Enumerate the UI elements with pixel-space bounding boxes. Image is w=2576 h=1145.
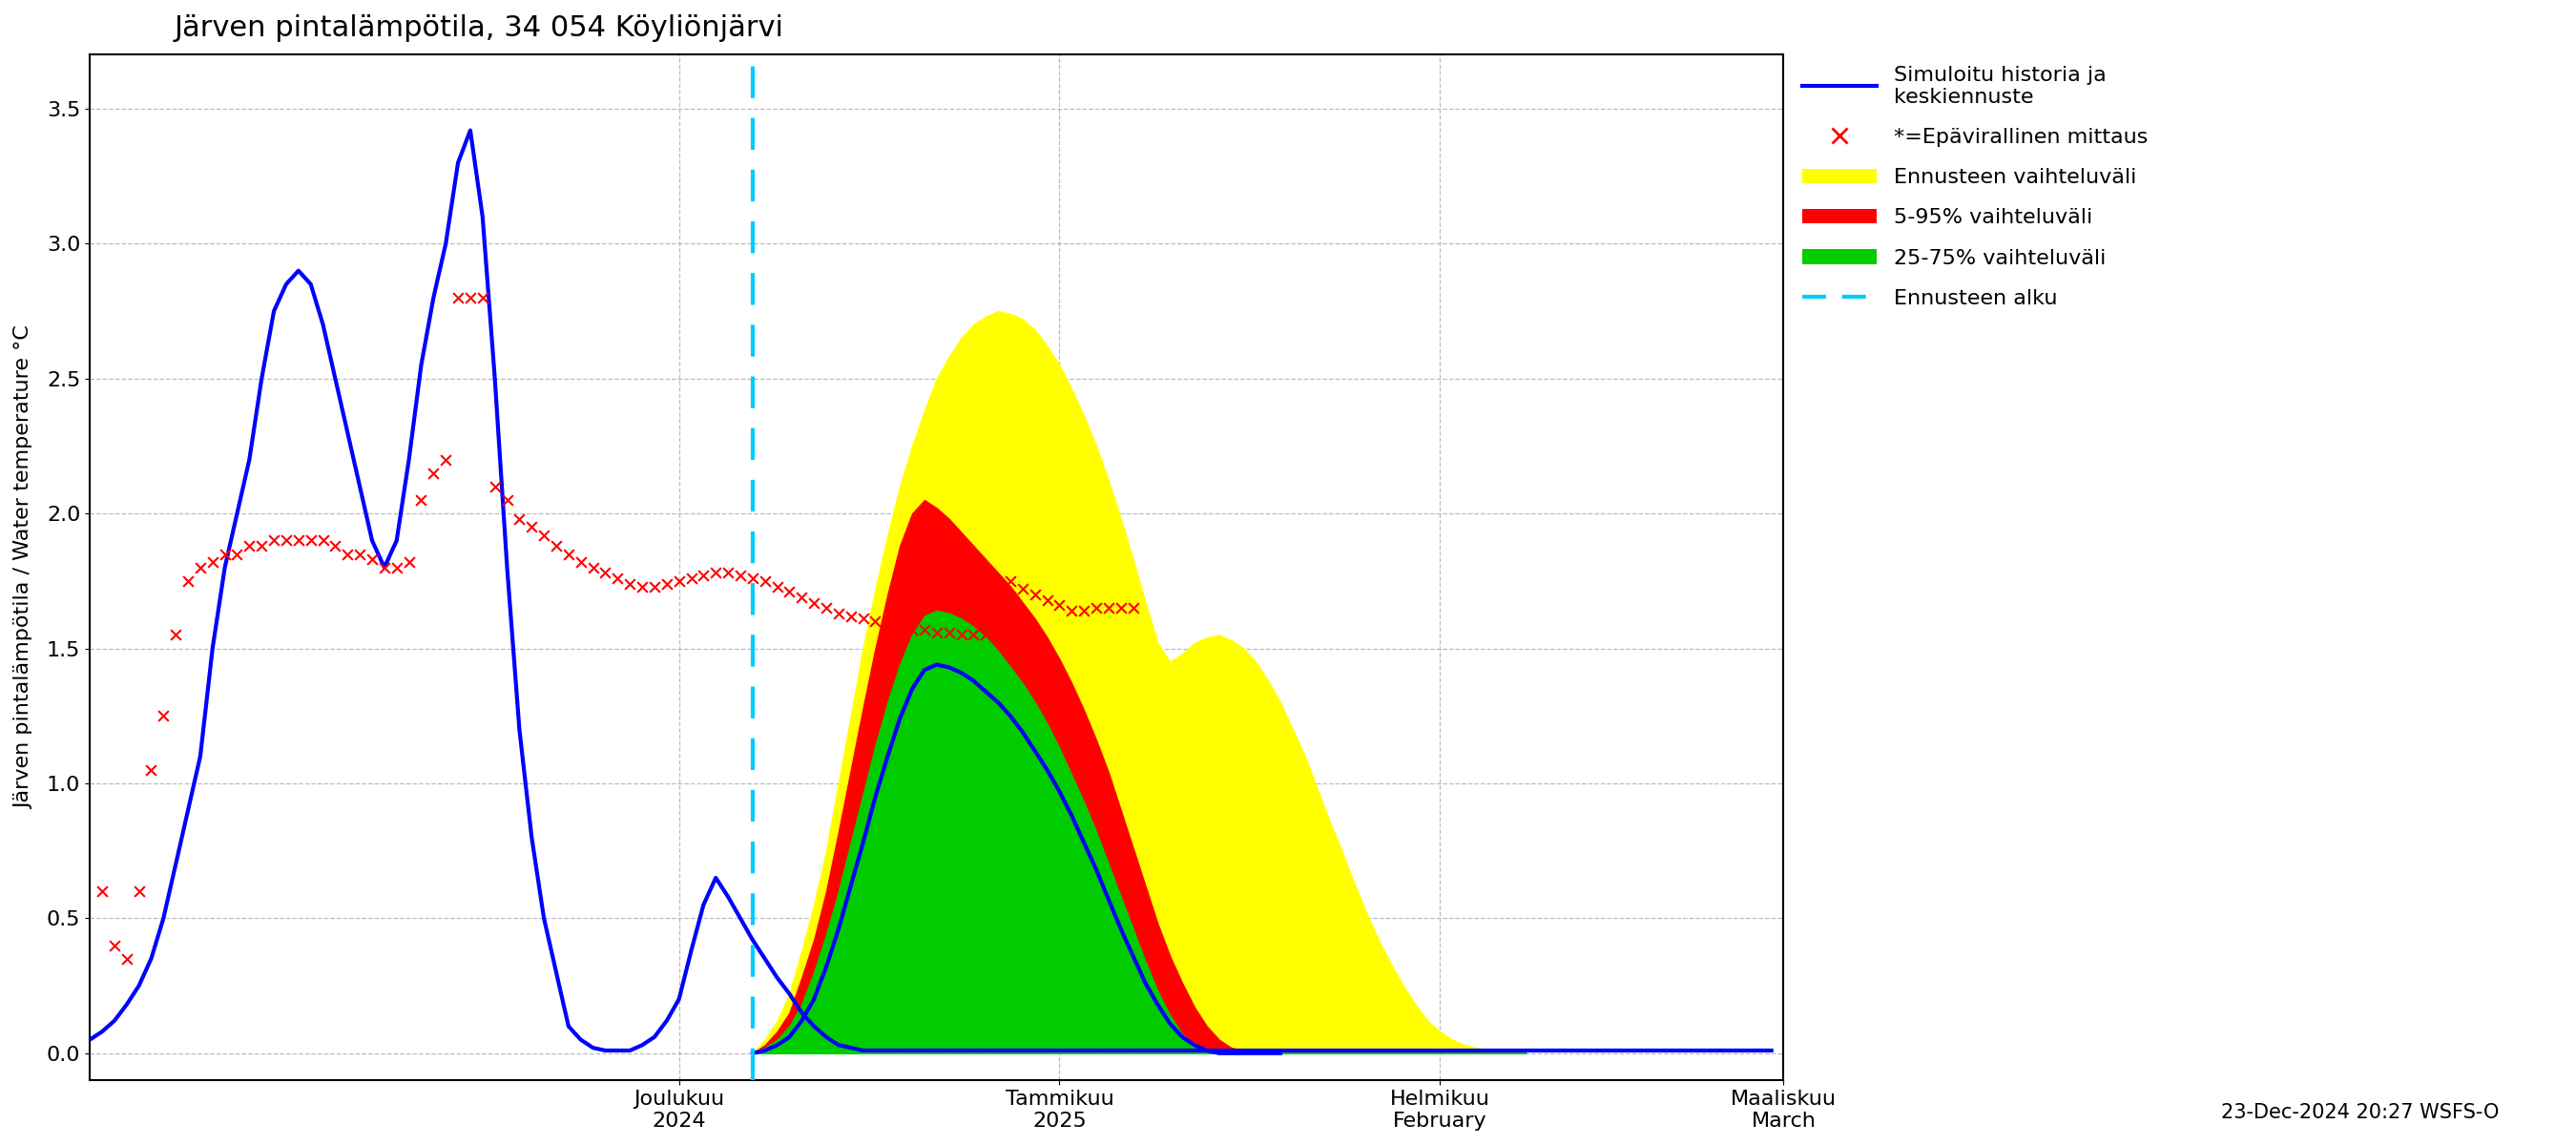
Point	[327, 545, 368, 563]
Point	[180, 559, 222, 577]
Point	[1087, 599, 1128, 617]
Point	[598, 569, 639, 587]
Point	[314, 537, 355, 555]
Point	[142, 706, 183, 725]
Point	[167, 571, 209, 590]
Point	[265, 531, 307, 550]
Point	[940, 626, 981, 645]
Point	[683, 567, 724, 585]
Point	[719, 567, 760, 585]
Point	[878, 617, 920, 635]
Point	[621, 577, 662, 595]
Point	[989, 571, 1030, 590]
Legend: Simuloitu historia ja
keskiennuste, *=Epävirallinen mittaus, Ennusteen vaihteluv: Simuloitu historia ja keskiennuste, *=Ep…	[1803, 65, 2148, 308]
Text: 23-Dec-2024 20:27 WSFS-O: 23-Dec-2024 20:27 WSFS-O	[2221, 1103, 2499, 1122]
Point	[904, 621, 945, 639]
Point	[93, 937, 134, 955]
Point	[1038, 597, 1079, 615]
Point	[1077, 599, 1118, 617]
Point	[585, 563, 626, 582]
Point	[891, 621, 933, 639]
Point	[670, 569, 711, 587]
Point	[402, 491, 443, 510]
Point	[1015, 585, 1056, 603]
Point	[829, 607, 871, 625]
Point	[438, 289, 479, 307]
Point	[1028, 591, 1069, 609]
Point	[868, 615, 909, 633]
Point	[291, 531, 332, 550]
Point	[301, 531, 343, 550]
Point	[572, 559, 613, 577]
Point	[204, 545, 245, 563]
Point	[461, 289, 502, 307]
Point	[363, 559, 404, 577]
Point	[559, 553, 600, 571]
Point	[229, 537, 270, 555]
Point	[106, 949, 147, 968]
Point	[819, 605, 860, 623]
Point	[793, 593, 835, 611]
Point	[855, 613, 896, 631]
Point	[781, 589, 822, 607]
Point	[252, 531, 294, 550]
Point	[708, 563, 750, 582]
Point	[634, 577, 675, 595]
Point	[659, 571, 701, 590]
Point	[1064, 601, 1105, 619]
Point	[82, 882, 124, 900]
Point	[510, 518, 551, 536]
Point	[523, 526, 564, 544]
Point	[1051, 601, 1092, 619]
Point	[757, 577, 799, 595]
Point	[744, 571, 786, 590]
Point	[131, 760, 173, 779]
Point	[216, 545, 258, 563]
Point	[389, 553, 430, 571]
Point	[536, 537, 577, 555]
Point	[376, 559, 417, 577]
Text: Järven pintalämpötila, 34 054 Köyliönjärvi: Järven pintalämpötila, 34 054 Köyliönjär…	[175, 14, 783, 42]
Point	[842, 609, 884, 627]
Point	[193, 553, 234, 571]
Point	[768, 583, 809, 601]
Point	[278, 531, 319, 550]
Y-axis label: Järven pintalämpötila / Water temperature °C: Järven pintalämpötila / Water temperatur…	[15, 325, 33, 810]
Point	[611, 575, 652, 593]
Point	[425, 450, 466, 468]
Point	[917, 623, 958, 641]
Point	[412, 464, 453, 482]
Point	[647, 575, 688, 593]
Point	[474, 477, 515, 496]
Point	[1113, 599, 1154, 617]
Point	[155, 626, 196, 645]
Point	[350, 551, 392, 569]
Point	[732, 569, 773, 587]
Point	[1100, 599, 1141, 617]
Point	[340, 545, 381, 563]
Point	[966, 626, 1007, 645]
Point	[500, 510, 541, 528]
Point	[976, 626, 1018, 645]
Point	[487, 491, 528, 510]
Point	[451, 289, 492, 307]
Point	[1002, 579, 1043, 598]
Point	[549, 545, 590, 563]
Point	[927, 623, 969, 641]
Point	[806, 599, 848, 617]
Point	[118, 882, 160, 900]
Point	[953, 626, 994, 645]
Point	[242, 537, 283, 555]
Point	[696, 563, 737, 582]
